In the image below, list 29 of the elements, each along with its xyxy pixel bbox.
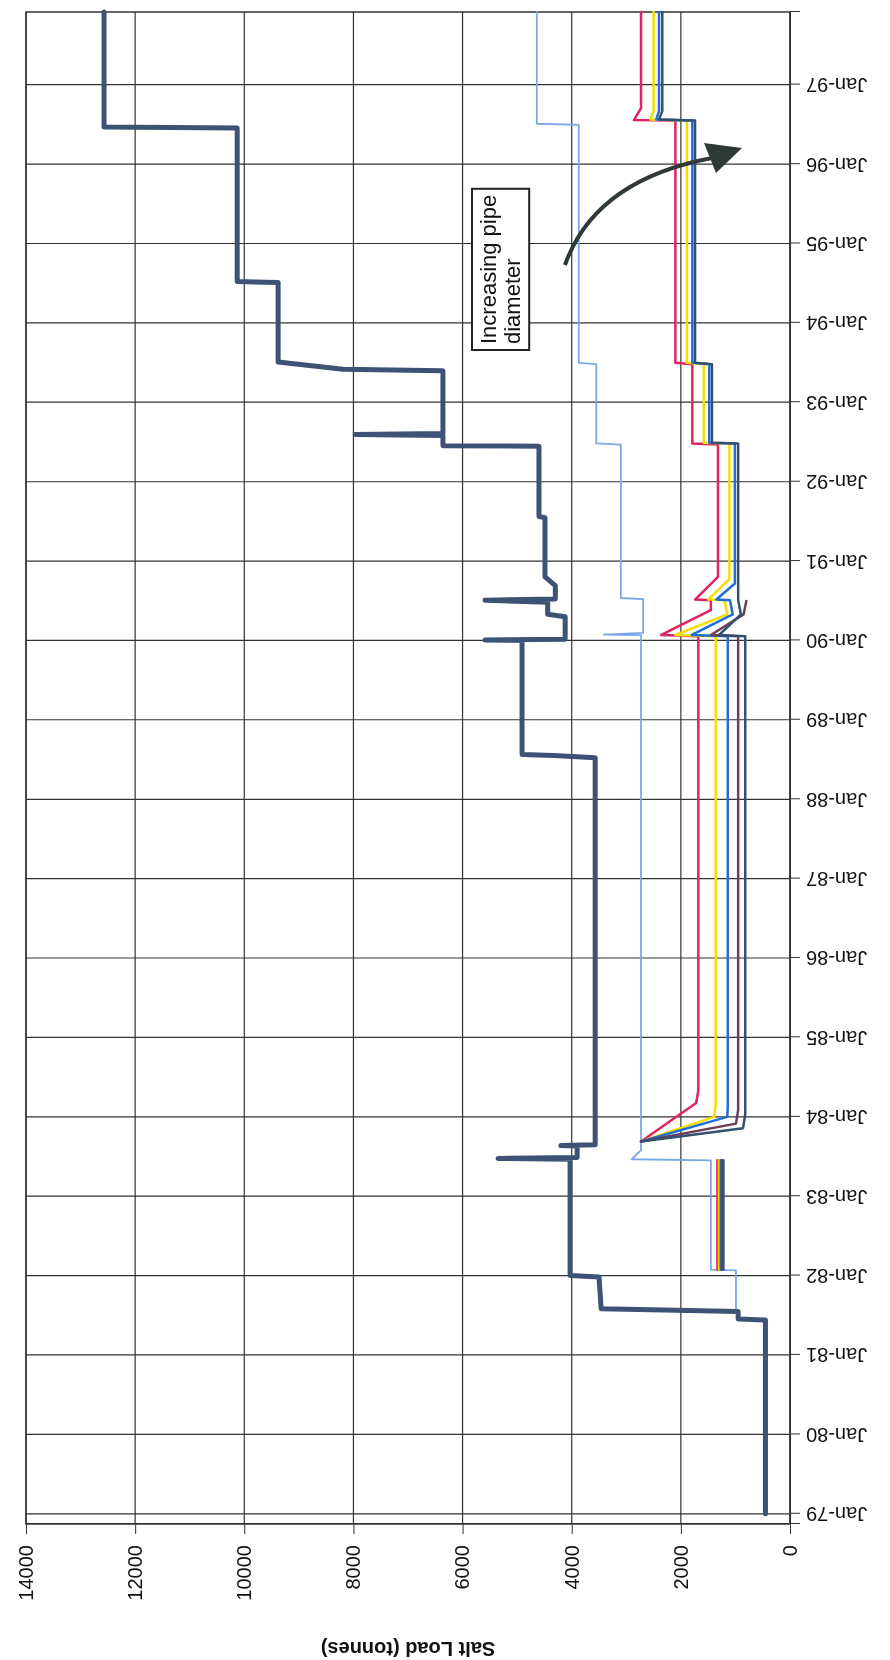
x-tick-label: 12000 xyxy=(124,1545,147,1601)
y-tick-label: Jan-83 xyxy=(806,1185,868,1208)
x-tick-label: 6000 xyxy=(451,1545,474,1590)
y-tick-label: Jan-88 xyxy=(806,788,868,811)
y-tick-label: Jan-90 xyxy=(806,629,868,652)
y-tick-label: Jan-80 xyxy=(806,1423,868,1446)
x-tick-label: 8000 xyxy=(342,1545,365,1590)
y-tick-label: Jan-82 xyxy=(806,1265,868,1288)
y-tick-label: Jan-92 xyxy=(806,471,868,494)
y-tick-label: Jan-95 xyxy=(806,233,868,255)
y-tick-label: Jan-96 xyxy=(806,153,868,176)
y-tick-label: Jan-87 xyxy=(806,868,868,891)
x-tick-label: 0 xyxy=(778,1545,801,1557)
y-tick-label: Jan-84 xyxy=(806,1106,868,1129)
y-tick-label: Jan-93 xyxy=(806,391,868,414)
y-tick-label: Jan-91 xyxy=(806,550,868,573)
annotation: Increasing pipe diameter xyxy=(476,194,526,344)
y-tick-label: Jan-94 xyxy=(806,312,868,335)
y-tick-label: Jan-85 xyxy=(806,1026,868,1049)
x-tick-label: 2000 xyxy=(669,1545,692,1590)
y-tick-label: Jan-81 xyxy=(806,1344,868,1367)
y-tick-label: Jan-89 xyxy=(806,709,868,732)
y-tick-label: Jan-79 xyxy=(806,1503,868,1526)
x-tick-label: 10000 xyxy=(233,1545,256,1601)
x-tick-label: 14000 xyxy=(14,1545,37,1601)
y-tick-label: Jan-97 xyxy=(806,74,868,97)
x-tick-label: 4000 xyxy=(560,1545,583,1590)
y-tick-label: Jan-86 xyxy=(806,947,868,970)
x-axis-title: Salt Load (tonnes) xyxy=(320,1638,496,1660)
